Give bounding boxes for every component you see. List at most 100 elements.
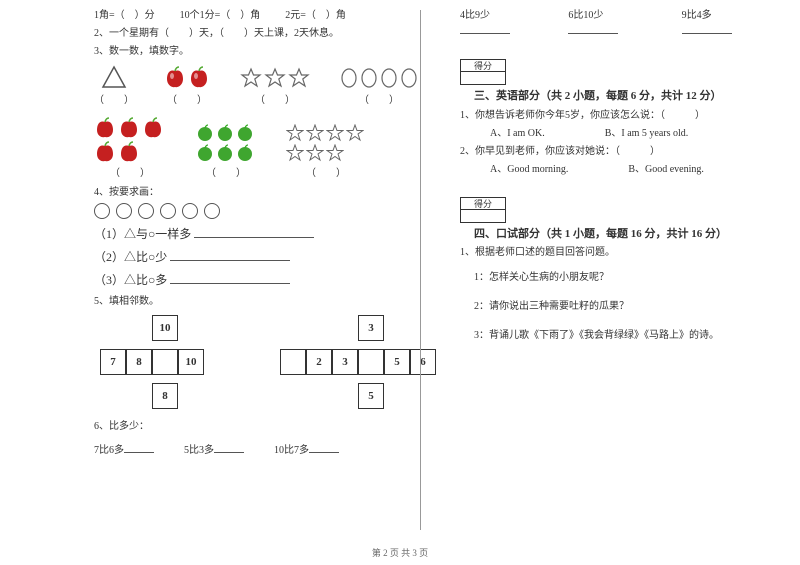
section3-header: 得分	[460, 59, 760, 85]
circle-icon	[204, 203, 220, 219]
apple-icon	[164, 65, 186, 89]
apple-icon	[118, 140, 140, 162]
paren-label: （ ）	[255, 91, 295, 106]
q4-2-text: （2）△比○少	[94, 250, 167, 264]
opt-a: A、I am OK.	[490, 126, 545, 141]
answer-blank[interactable]	[460, 23, 510, 34]
q6-text: 7比6多	[94, 445, 124, 456]
star-icon	[286, 144, 304, 162]
star-icon	[288, 67, 310, 89]
q4-3-text: （3）△比○多	[94, 273, 167, 287]
cell-center[interactable]	[358, 349, 384, 375]
section4-title: 四、口试部分（共 1 小题，每题 16 分，共计 16 分）	[460, 226, 760, 243]
q4-1: （1）△与○一样多	[94, 225, 440, 242]
circle-icon	[94, 203, 110, 219]
cell-top: 10	[152, 315, 178, 341]
q5-title: 5、填相邻数。	[80, 294, 440, 309]
cell-center[interactable]	[152, 349, 178, 375]
q1-part3: 2元=（ ）角	[285, 10, 346, 21]
apple-red-group: （ ）	[164, 65, 210, 106]
red-apples-5: （ ）	[94, 116, 166, 179]
score-label: 得分	[461, 198, 505, 210]
q4-2: （2）△比○少	[94, 248, 440, 265]
star-icon	[326, 144, 344, 162]
s3-q2: 2、你早见到老师，你应该对她说：（ ）	[460, 144, 760, 159]
score-box: 得分	[460, 197, 506, 223]
top-item: 4比9少	[460, 8, 538, 39]
paren-label: （ ）	[167, 91, 207, 106]
cell-l2: 8	[126, 349, 152, 375]
q2-line: 2、一个星期有（ ）天，（ ）天上课，2天休息。	[80, 26, 440, 41]
s4-q3: 3：背诵儿歌《下雨了》《我会背绿绿》《马路上》的诗。	[460, 328, 760, 343]
answer-blank[interactable]	[124, 442, 154, 453]
cross-1: 10 7 8 10 8	[100, 315, 220, 415]
answer-blank[interactable]	[568, 23, 618, 34]
score-box: 得分	[460, 59, 506, 85]
section3-title: 三、英语部分（共 2 小题，每题 6 分，共计 12 分）	[460, 88, 760, 105]
q3-title: 3、数一数，填数字。	[80, 44, 440, 59]
cell-l1: 7	[100, 349, 126, 375]
top-item: 9比4多	[682, 8, 760, 39]
right-column: 4比9少 6比10少 9比4多 得分 三、英语部分（共 2 小题，每题 6 分，…	[450, 5, 770, 540]
q1-part2: 10个1分=（ ）角	[180, 10, 261, 21]
paren-label: （ ）	[206, 164, 246, 179]
score-value[interactable]	[461, 72, 505, 84]
star-icon	[326, 124, 344, 142]
cell-r: 10	[178, 349, 204, 375]
score-value[interactable]	[461, 210, 505, 222]
answer-blank[interactable]	[309, 442, 339, 453]
left-column: 1角=（ ）分 10个1分=（ ）角 2元=（ ）角 2、一个星期有（ ）天，（…	[70, 5, 450, 540]
paren-label: （ ）	[359, 91, 399, 106]
oval-icon	[360, 67, 378, 89]
star-icon	[264, 67, 286, 89]
apple-icon	[142, 116, 164, 138]
star-icon	[240, 67, 262, 89]
apple-green-icon	[236, 144, 254, 162]
top-text: 4比9少	[460, 10, 490, 21]
answer-blank[interactable]	[194, 227, 314, 238]
s4-intro: 1、根据老师口述的题目回答问题。	[460, 245, 760, 260]
q6-title: 6、比多少：	[80, 419, 440, 434]
score-label: 得分	[461, 60, 505, 72]
q4-1-text: （1）△与○一样多	[94, 227, 191, 241]
cell-top: 3	[358, 315, 384, 341]
section4-header: 得分	[460, 197, 760, 223]
stars-7: （ ）	[286, 124, 366, 179]
cross-puzzles: 10 7 8 10 8 3 2 3 5 6 5	[100, 315, 440, 415]
cell-blank[interactable]	[280, 349, 306, 375]
page: 1角=（ ）分 10个1分=（ ）角 2元=（ ）角 2、一个星期有（ ）天，（…	[0, 0, 800, 540]
q6-item: 5比3多	[184, 442, 244, 458]
star-icon	[306, 144, 324, 162]
answer-blank[interactable]	[682, 23, 732, 34]
s3-q1: 1、你想告诉老师你今年5岁，你应该怎么说：（ ）	[460, 108, 760, 123]
cell-bot: 8	[152, 383, 178, 409]
s3-q2-opts: A、Good morning. B、Good evening.	[460, 162, 760, 177]
apple-icon	[94, 116, 116, 138]
answer-blank[interactable]	[214, 442, 244, 453]
q6-item: 10比7多	[274, 442, 339, 458]
green-apples-6: （ ）	[196, 124, 256, 179]
star-icon	[346, 124, 364, 142]
answer-blank[interactable]	[170, 273, 290, 284]
oval-icon	[380, 67, 398, 89]
cell-l1: 2	[306, 349, 332, 375]
cross-2: 3 2 3 5 6 5	[280, 315, 440, 415]
q6-text: 5比3多	[184, 445, 214, 456]
star-icon	[286, 124, 304, 142]
circle-icon	[182, 203, 198, 219]
apple-green-icon	[236, 124, 254, 142]
q1-line: 1角=（ ）分 10个1分=（ ）角 2元=（ ）角	[80, 8, 440, 23]
q4-3: （3）△比○多	[94, 271, 440, 288]
top-text: 6比10少	[568, 10, 603, 21]
triangle-icon	[101, 65, 127, 89]
cell-r1: 5	[384, 349, 410, 375]
q3-row2: （ ） （ ）	[94, 116, 440, 179]
oval-icon	[340, 67, 358, 89]
s4-q1: 1：怎样关心生病的小朋友呢？	[460, 270, 760, 285]
q6-text: 10比7多	[274, 445, 309, 456]
q6-row: 7比6多 5比3多 10比7多	[80, 442, 440, 458]
cell-r2: 6	[410, 349, 436, 375]
apple-green-icon	[196, 144, 214, 162]
paren-label: （ ）	[94, 91, 134, 106]
answer-blank[interactable]	[170, 250, 290, 261]
